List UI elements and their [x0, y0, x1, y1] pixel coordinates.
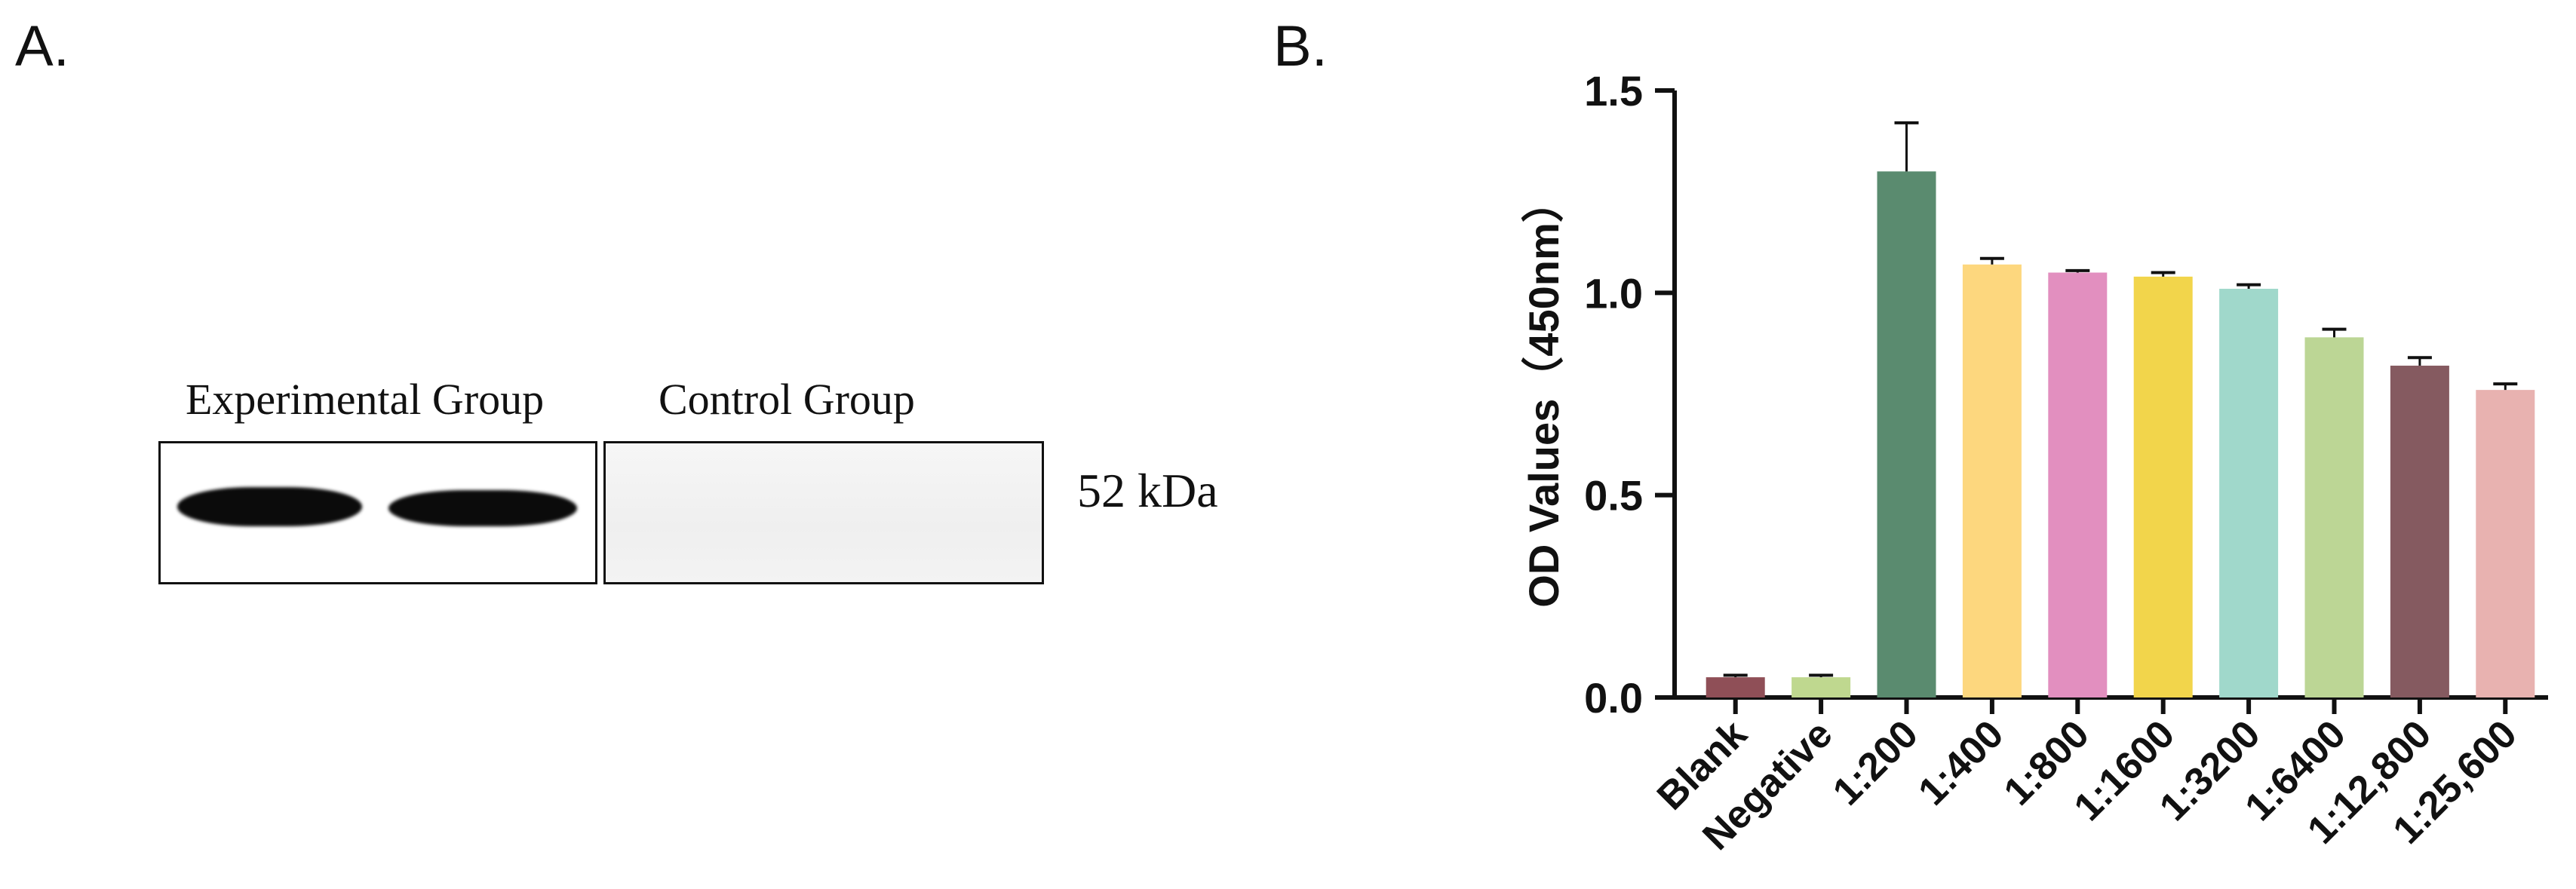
- x-tick-labels: BlankNegative1:2001:4001:8001:16001:3200…: [1649, 697, 2525, 859]
- y-tick-label: 1.5: [1584, 67, 1643, 115]
- bar: [2219, 288, 2279, 697]
- molecular-weight-label: 52 kDa: [1077, 464, 1218, 517]
- bar: [2390, 365, 2449, 697]
- control-group-label: Control Group: [659, 375, 915, 424]
- y-tick-label: 0.5: [1584, 472, 1643, 520]
- panel-a-label: A.: [15, 14, 69, 78]
- y-axis-label: OD Values（450nm）: [1520, 180, 1567, 607]
- bar: [1706, 677, 1765, 697]
- y-tick-label: 0.0: [1584, 674, 1643, 722]
- bar: [1962, 264, 2022, 697]
- bar: [2048, 272, 2108, 697]
- bar: [2476, 390, 2535, 697]
- bar: [2304, 337, 2364, 697]
- y-ticks: 0.0 0.5 1.0 1.5: [1584, 67, 1675, 722]
- x-tick-label: 1:400: [1910, 712, 2012, 814]
- bar: [1877, 171, 1936, 698]
- bars: [1706, 171, 2535, 698]
- protein-band: [388, 490, 577, 526]
- bar: [1792, 677, 1851, 697]
- control-blot: [603, 441, 1044, 584]
- protein-band: [177, 487, 362, 526]
- panel-b-label: B.: [1273, 14, 1328, 78]
- bar: [2133, 276, 2193, 697]
- experimental-blot: [158, 441, 597, 584]
- experimental-group-label: Experimental Group: [186, 375, 545, 424]
- x-tick-label: 1:200: [1825, 712, 1927, 814]
- y-tick-label: 1.0: [1584, 269, 1643, 317]
- error-bars: [1723, 121, 2518, 678]
